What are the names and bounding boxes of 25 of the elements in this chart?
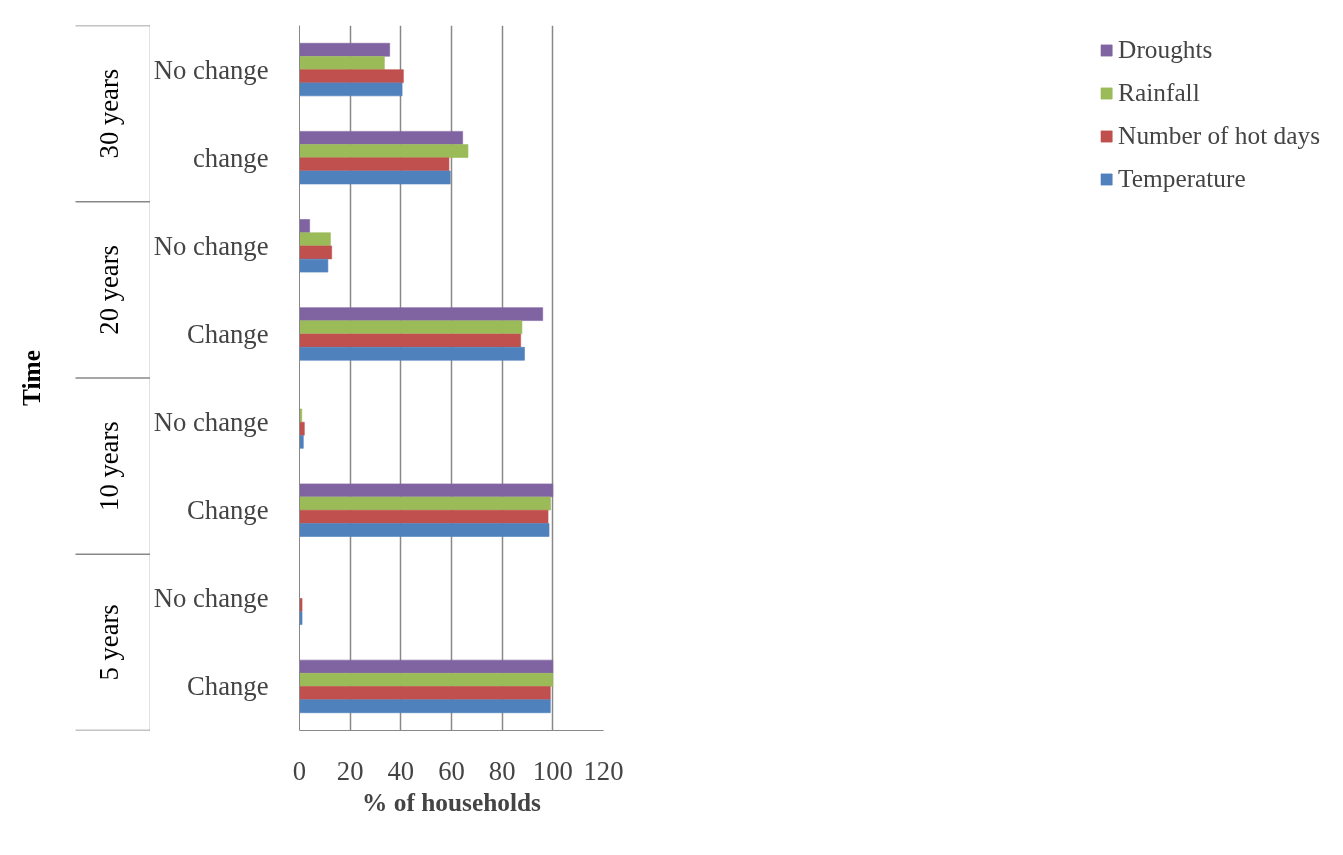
legend-label: Droughts — [1118, 35, 1213, 64]
y-tick-label: No change — [153, 230, 269, 261]
text: 20 years — [93, 245, 124, 335]
y-tick-label: Change — [187, 495, 269, 526]
x-tick-label: 20 — [336, 755, 364, 786]
x-tick-label: 120 — [583, 755, 624, 786]
text: 30 years — [93, 68, 124, 159]
x-tick-label: 100 — [532, 755, 573, 786]
y-tick-label: No change — [153, 54, 269, 85]
legend-label: Temperature — [1118, 164, 1246, 193]
y-tick-label: change — [193, 142, 269, 173]
x-tick-label: 60 — [438, 755, 465, 786]
text: 10 years — [93, 421, 124, 511]
y-axis-title: Time — [16, 350, 45, 406]
x-axis-title: % of households — [362, 787, 542, 816]
y-tick-label: No change — [153, 407, 269, 438]
legend-label: Number of hot days — [1118, 121, 1320, 150]
x-tick-label: 0 — [292, 755, 307, 786]
x-tick-label: 80 — [488, 755, 516, 786]
text: 5 years — [93, 604, 124, 681]
y-tick-label: Change — [187, 318, 269, 349]
y-tick-label: Change — [187, 671, 269, 702]
y-tick-label: No change — [153, 583, 269, 614]
x-tick-label: 40 — [387, 755, 415, 786]
legend-label: Rainfall — [1118, 78, 1200, 107]
